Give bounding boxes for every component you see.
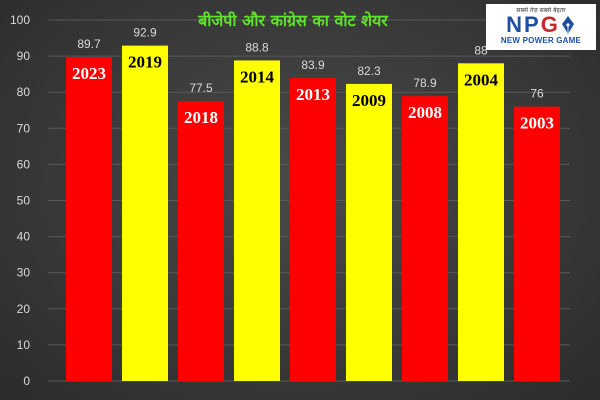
data-label: 78.9	[413, 76, 437, 90]
bar-year-label: 2019	[128, 53, 162, 72]
logo-letter-n: N	[506, 12, 523, 37]
bar-2003	[514, 106, 560, 381]
y-tick-label: 80	[17, 85, 31, 99]
data-label: 89.7	[77, 37, 101, 51]
bar-2023	[66, 57, 112, 382]
y-tick-label: 40	[17, 230, 31, 244]
chart-title: बीजेपी और कांग्रेस का वोट शेयर	[197, 11, 389, 30]
logo-letter-g: G	[540, 12, 558, 37]
logo-subtitle: NEW POWER GAME	[500, 36, 582, 45]
data-label: 92.9	[133, 26, 157, 40]
data-label: 76	[530, 87, 544, 101]
y-tick-label: 10	[17, 338, 31, 352]
data-label: 88.8	[245, 40, 269, 54]
y-tick-label: 60	[17, 157, 31, 171]
y-tick-label: 90	[17, 49, 31, 63]
data-label: 77.5	[189, 81, 213, 95]
logo-tagline: सबसे तेज़ सबसे बेहतर	[516, 7, 566, 14]
logo-letter-p: P	[524, 12, 539, 37]
bar-2004	[458, 63, 504, 381]
bar-2009	[346, 83, 392, 381]
npg-logo: सबसे तेज़ सबसे बेहतर N P G NEW POWER GAM…	[486, 4, 596, 50]
y-tick-label: 50	[17, 194, 31, 208]
bar-2013	[290, 78, 336, 381]
bar-2019	[122, 45, 168, 381]
y-tick-label: 0	[23, 374, 30, 388]
data-label: 83.9	[301, 58, 325, 72]
bar-year-label: 2023	[72, 64, 106, 83]
y-tick-label: 100	[10, 13, 30, 27]
bar-year-label: 2009	[352, 91, 386, 110]
data-label: 88	[474, 43, 488, 57]
bar-2018	[178, 101, 224, 381]
y-tick-label: 70	[17, 121, 31, 135]
y-axis-ticks: 0 10 20 30 40 50 60 70 80 90 100	[10, 13, 30, 388]
bar-year-label: 2018	[184, 108, 218, 127]
bar-year-label: 2004	[464, 70, 499, 89]
bars: 89.7 2023 92.9 2019 77.5 2018 88.8 2014 83.9 2013…	[66, 26, 560, 382]
logo-letters: N P G	[490, 14, 592, 36]
bar-year-label: 2008	[408, 103, 442, 122]
y-tick-label: 30	[17, 266, 31, 280]
bar-year-label: 2013	[296, 85, 330, 104]
bar-2008	[402, 96, 448, 382]
data-label: 82.3	[357, 64, 381, 78]
bar-year-label: 2003	[520, 114, 554, 133]
pen-nib-icon	[561, 16, 574, 34]
bar-year-label: 2014	[240, 67, 275, 86]
bar-2014	[234, 60, 280, 381]
y-tick-label: 20	[17, 302, 31, 316]
